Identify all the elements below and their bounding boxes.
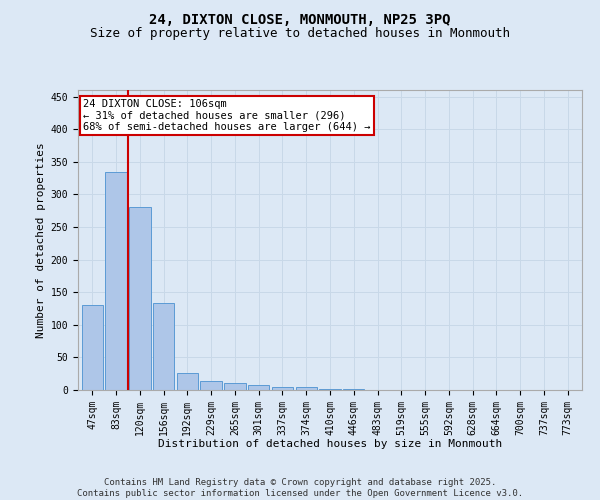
Bar [129, 208, 151, 390]
Bar [153, 304, 174, 390]
Bar [272, 386, 293, 390]
Bar [296, 386, 317, 390]
Bar [319, 388, 341, 390]
Bar [82, 305, 103, 390]
Bar [224, 384, 245, 390]
Text: 24, DIXTON CLOSE, MONMOUTH, NP25 3PQ: 24, DIXTON CLOSE, MONMOUTH, NP25 3PQ [149, 12, 451, 26]
Bar [248, 386, 269, 390]
Bar [106, 172, 127, 390]
Bar [176, 373, 198, 390]
Text: Size of property relative to detached houses in Monmouth: Size of property relative to detached ho… [90, 28, 510, 40]
Y-axis label: Number of detached properties: Number of detached properties [37, 142, 46, 338]
Text: 24 DIXTON CLOSE: 106sqm
← 31% of detached houses are smaller (296)
68% of semi-d: 24 DIXTON CLOSE: 106sqm ← 31% of detache… [83, 99, 371, 132]
Text: Contains HM Land Registry data © Crown copyright and database right 2025.
Contai: Contains HM Land Registry data © Crown c… [77, 478, 523, 498]
Bar [200, 381, 222, 390]
X-axis label: Distribution of detached houses by size in Monmouth: Distribution of detached houses by size … [158, 439, 502, 449]
